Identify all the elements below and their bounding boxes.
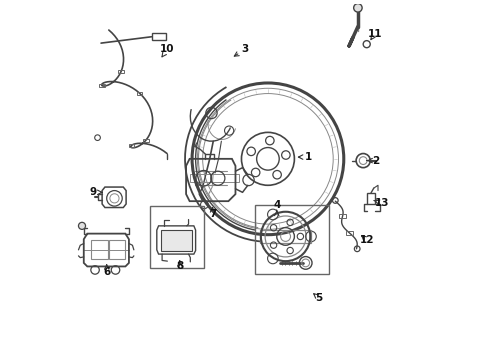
Text: 6: 6 bbox=[103, 267, 110, 277]
Bar bbox=[368, 193, 375, 204]
Bar bbox=[91, 240, 108, 259]
Text: 4: 4 bbox=[273, 200, 280, 210]
Bar bbox=[109, 240, 124, 259]
Text: 12: 12 bbox=[360, 235, 374, 245]
Bar bbox=[143, 139, 149, 141]
Bar bbox=[137, 92, 142, 95]
Bar bbox=[161, 230, 192, 251]
Text: 2: 2 bbox=[372, 156, 379, 166]
Text: 1: 1 bbox=[305, 152, 312, 162]
Text: 3: 3 bbox=[242, 45, 248, 54]
Circle shape bbox=[78, 222, 86, 229]
Text: 13: 13 bbox=[375, 198, 389, 208]
Bar bbox=[346, 231, 353, 235]
Bar bbox=[190, 174, 239, 183]
Bar bbox=[254, 206, 329, 274]
Circle shape bbox=[354, 4, 362, 12]
Bar bbox=[99, 84, 104, 87]
Bar bbox=[128, 144, 134, 147]
Bar bbox=[260, 230, 311, 243]
Bar bbox=[339, 214, 346, 217]
Bar bbox=[151, 33, 166, 40]
Bar bbox=[118, 70, 124, 73]
Text: 9: 9 bbox=[89, 187, 96, 197]
Text: 7: 7 bbox=[209, 208, 216, 219]
Bar bbox=[150, 206, 204, 268]
Text: 10: 10 bbox=[160, 45, 174, 54]
Text: 5: 5 bbox=[316, 293, 323, 303]
Text: 8: 8 bbox=[176, 261, 183, 271]
Text: 11: 11 bbox=[368, 28, 382, 39]
